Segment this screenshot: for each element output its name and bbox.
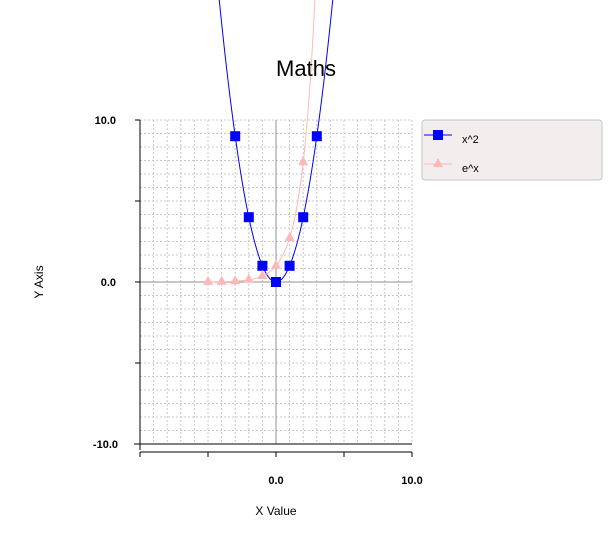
data-point-ex xyxy=(243,273,254,283)
y-axis-title: Y Axis xyxy=(32,265,46,298)
x-tick-label-10: 10.0 xyxy=(401,475,422,487)
legend-label-ex: e^x xyxy=(462,163,479,175)
data-point-x2 xyxy=(243,212,254,223)
y-tick-label-minus-10: -10.0 xyxy=(93,439,118,451)
series-x2 xyxy=(218,0,334,287)
data-point-ex xyxy=(203,275,213,285)
data-point-ex xyxy=(298,156,309,166)
series-ex xyxy=(203,0,316,285)
data-point-ex xyxy=(284,231,295,241)
data-point-x2 xyxy=(298,212,309,223)
x-tick-label-0: 0.0 xyxy=(268,475,283,487)
legend-box xyxy=(421,119,603,181)
legend-label-x2: x^2 xyxy=(462,134,479,146)
legend-swatch-marker-x2 xyxy=(433,130,443,140)
chart-title: Maths xyxy=(276,56,336,81)
data-point-ex xyxy=(230,275,241,285)
legend-swatch-marker-ex xyxy=(433,158,443,167)
data-point-ex xyxy=(257,270,268,280)
legend: x^2 e^x xyxy=(421,119,603,181)
data-point-x2 xyxy=(230,131,241,142)
data-point-ex xyxy=(271,259,281,269)
y-tick-label-0: 0.0 xyxy=(101,277,116,289)
x-axis-title: X Value xyxy=(255,504,296,518)
data-point-ex xyxy=(216,275,227,285)
data-point-x2 xyxy=(257,260,268,271)
data-point-x2 xyxy=(284,260,295,271)
y-tick-label-10: 10.0 xyxy=(95,115,116,127)
series-line-ex xyxy=(208,0,316,283)
data-point-x2 xyxy=(311,131,322,142)
data-point-x2 xyxy=(271,277,281,287)
